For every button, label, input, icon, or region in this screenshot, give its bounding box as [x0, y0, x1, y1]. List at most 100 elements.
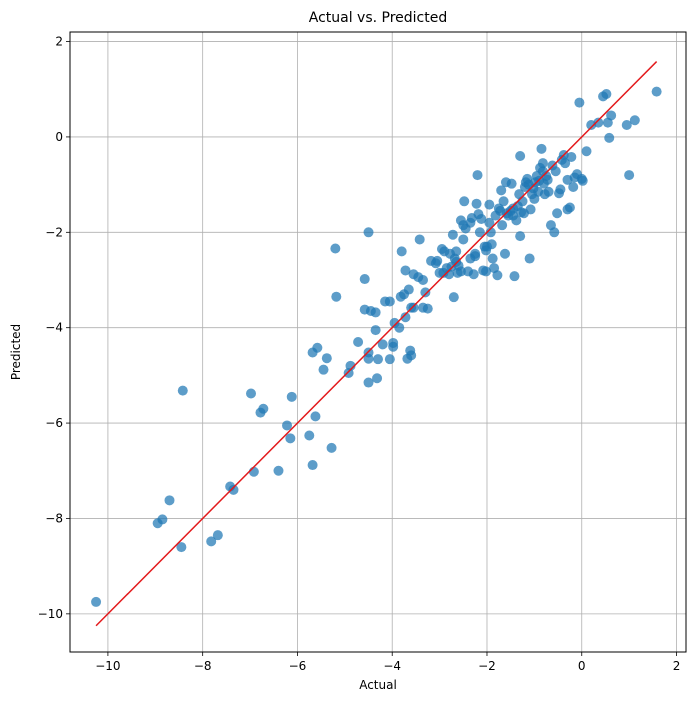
data-point: [418, 275, 429, 285]
data-point: [434, 267, 445, 278]
data-point: [498, 196, 509, 207]
x-tick-label: −2: [478, 659, 496, 673]
data-point: [550, 166, 561, 177]
x-axis-label: Actual: [359, 678, 397, 692]
data-point: [414, 234, 425, 245]
x-tick-label: −8: [194, 659, 212, 673]
data-point: [212, 530, 223, 541]
x-tick-label: −4: [383, 659, 401, 673]
data-point: [177, 385, 188, 396]
data-point: [370, 325, 381, 336]
grid: [70, 32, 686, 652]
data-point: [310, 411, 321, 422]
data-point: [497, 220, 508, 231]
y-tick-label: −8: [45, 511, 63, 525]
data-point: [484, 199, 495, 210]
y-tick-label: 0: [55, 130, 63, 144]
data-point: [422, 303, 433, 314]
y-axis-label: Predicted: [9, 324, 23, 380]
data-point: [400, 265, 411, 276]
data-point: [496, 185, 507, 196]
data-point: [372, 373, 383, 384]
y-tick-label: −2: [45, 225, 63, 239]
data-point: [455, 266, 466, 277]
data-point: [91, 596, 102, 607]
data-point: [555, 184, 566, 195]
data-point: [560, 158, 571, 169]
data-point: [246, 388, 257, 399]
data-point: [577, 175, 588, 186]
y-tick-label: −6: [45, 416, 63, 430]
data-point: [486, 239, 497, 250]
data-point: [629, 115, 640, 126]
plot-area-frame: [69, 31, 687, 653]
data-point: [164, 495, 175, 506]
data-point: [485, 227, 496, 238]
reference-line: [95, 61, 658, 627]
data-point: [471, 198, 482, 209]
data-point: [176, 542, 187, 553]
data-point: [525, 204, 536, 215]
data-point: [543, 186, 554, 197]
y-axis-ticks: −10 −8 −6 −4 −2 0 2: [38, 35, 70, 621]
data-point: [331, 291, 342, 302]
data-point: [601, 89, 612, 99]
data-point: [468, 269, 479, 280]
data-point: [517, 196, 528, 207]
data-point: [353, 337, 364, 347]
data-point: [537, 158, 548, 169]
data-point: [248, 466, 259, 477]
reference-line-layer: [95, 61, 658, 627]
data-point: [403, 284, 414, 295]
data-point: [330, 243, 341, 254]
data-point: [447, 229, 458, 240]
data-point: [542, 174, 553, 185]
data-point: [606, 110, 617, 121]
data-point: [408, 302, 419, 313]
data-point: [499, 248, 510, 259]
data-point: [506, 178, 517, 189]
data-point: [458, 234, 469, 245]
data-point: [472, 170, 483, 181]
data-point: [384, 296, 395, 307]
x-tick-label: −6: [289, 659, 307, 673]
data-point: [474, 227, 485, 238]
data-point: [549, 227, 560, 238]
y-tick-label: 2: [55, 35, 63, 49]
y-tick-label: −4: [45, 321, 63, 335]
data-point: [568, 182, 579, 192]
data-points: [91, 86, 662, 607]
data-point: [282, 420, 293, 431]
data-point: [511, 215, 522, 226]
data-point: [406, 350, 417, 361]
data-point: [388, 341, 399, 352]
data-point: [206, 536, 217, 547]
data-point: [285, 433, 296, 444]
data-point: [484, 217, 495, 228]
data-point: [312, 342, 323, 353]
data-point: [377, 339, 388, 350]
data-point: [651, 86, 662, 97]
x-tick-label: 0: [578, 659, 586, 673]
data-point: [444, 269, 455, 280]
data-point: [432, 255, 443, 266]
data-point: [581, 146, 592, 157]
data-point: [492, 270, 503, 281]
data-point: [286, 391, 297, 402]
data-point: [448, 292, 459, 303]
data-point: [564, 202, 575, 213]
data-point: [574, 97, 585, 108]
data-point: [604, 132, 615, 143]
data-point: [307, 460, 318, 471]
data-point: [370, 307, 381, 318]
y-tick-label: −10: [38, 607, 63, 621]
data-point: [157, 514, 168, 525]
data-point: [515, 231, 526, 242]
x-tick-label: −10: [95, 659, 120, 673]
data-point: [228, 484, 239, 495]
data-point: [562, 174, 573, 185]
data-point: [566, 151, 577, 162]
data-point: [593, 117, 604, 128]
data-point: [621, 120, 632, 130]
